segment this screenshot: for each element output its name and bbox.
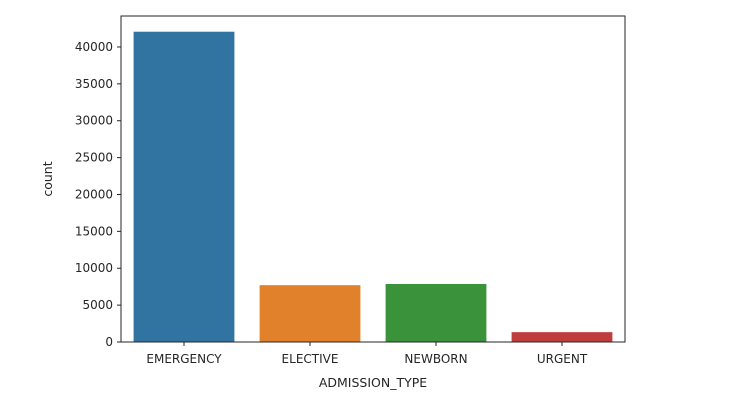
x-tick-label: URGENT [537,352,588,366]
y-tick-label: 5000 [82,298,113,312]
y-tick-label: 15000 [75,224,113,238]
y-tick-label: 35000 [75,77,113,91]
bar-urgent [511,332,613,342]
bar-emergency [133,31,235,343]
y-tick-label: 10000 [75,261,113,275]
bar-newborn [385,284,487,342]
x-axis-ticks: EMERGENCY ELECTIVE NEWBORN URGENT [146,342,588,366]
y-tick-label: 0 [105,335,113,349]
y-tick-label: 25000 [75,151,113,165]
y-tick-label: 40000 [75,40,113,54]
x-tick-label: EMERGENCY [146,352,222,366]
x-tick-label: ELECTIVE [282,352,339,366]
bar-elective [259,285,361,342]
x-axis-label: ADMISSION_TYPE [319,375,427,390]
bars-group [133,31,613,343]
y-tick-label: 20000 [75,187,113,201]
plot-frame [120,15,626,343]
y-tick-label: 30000 [75,114,113,128]
y-axis-label: count [40,161,55,196]
x-tick-label: NEWBORN [404,352,467,366]
y-axis-ticks: 0 5000 10000 15000 20000 25000 30000 35000 40000 [75,40,121,349]
